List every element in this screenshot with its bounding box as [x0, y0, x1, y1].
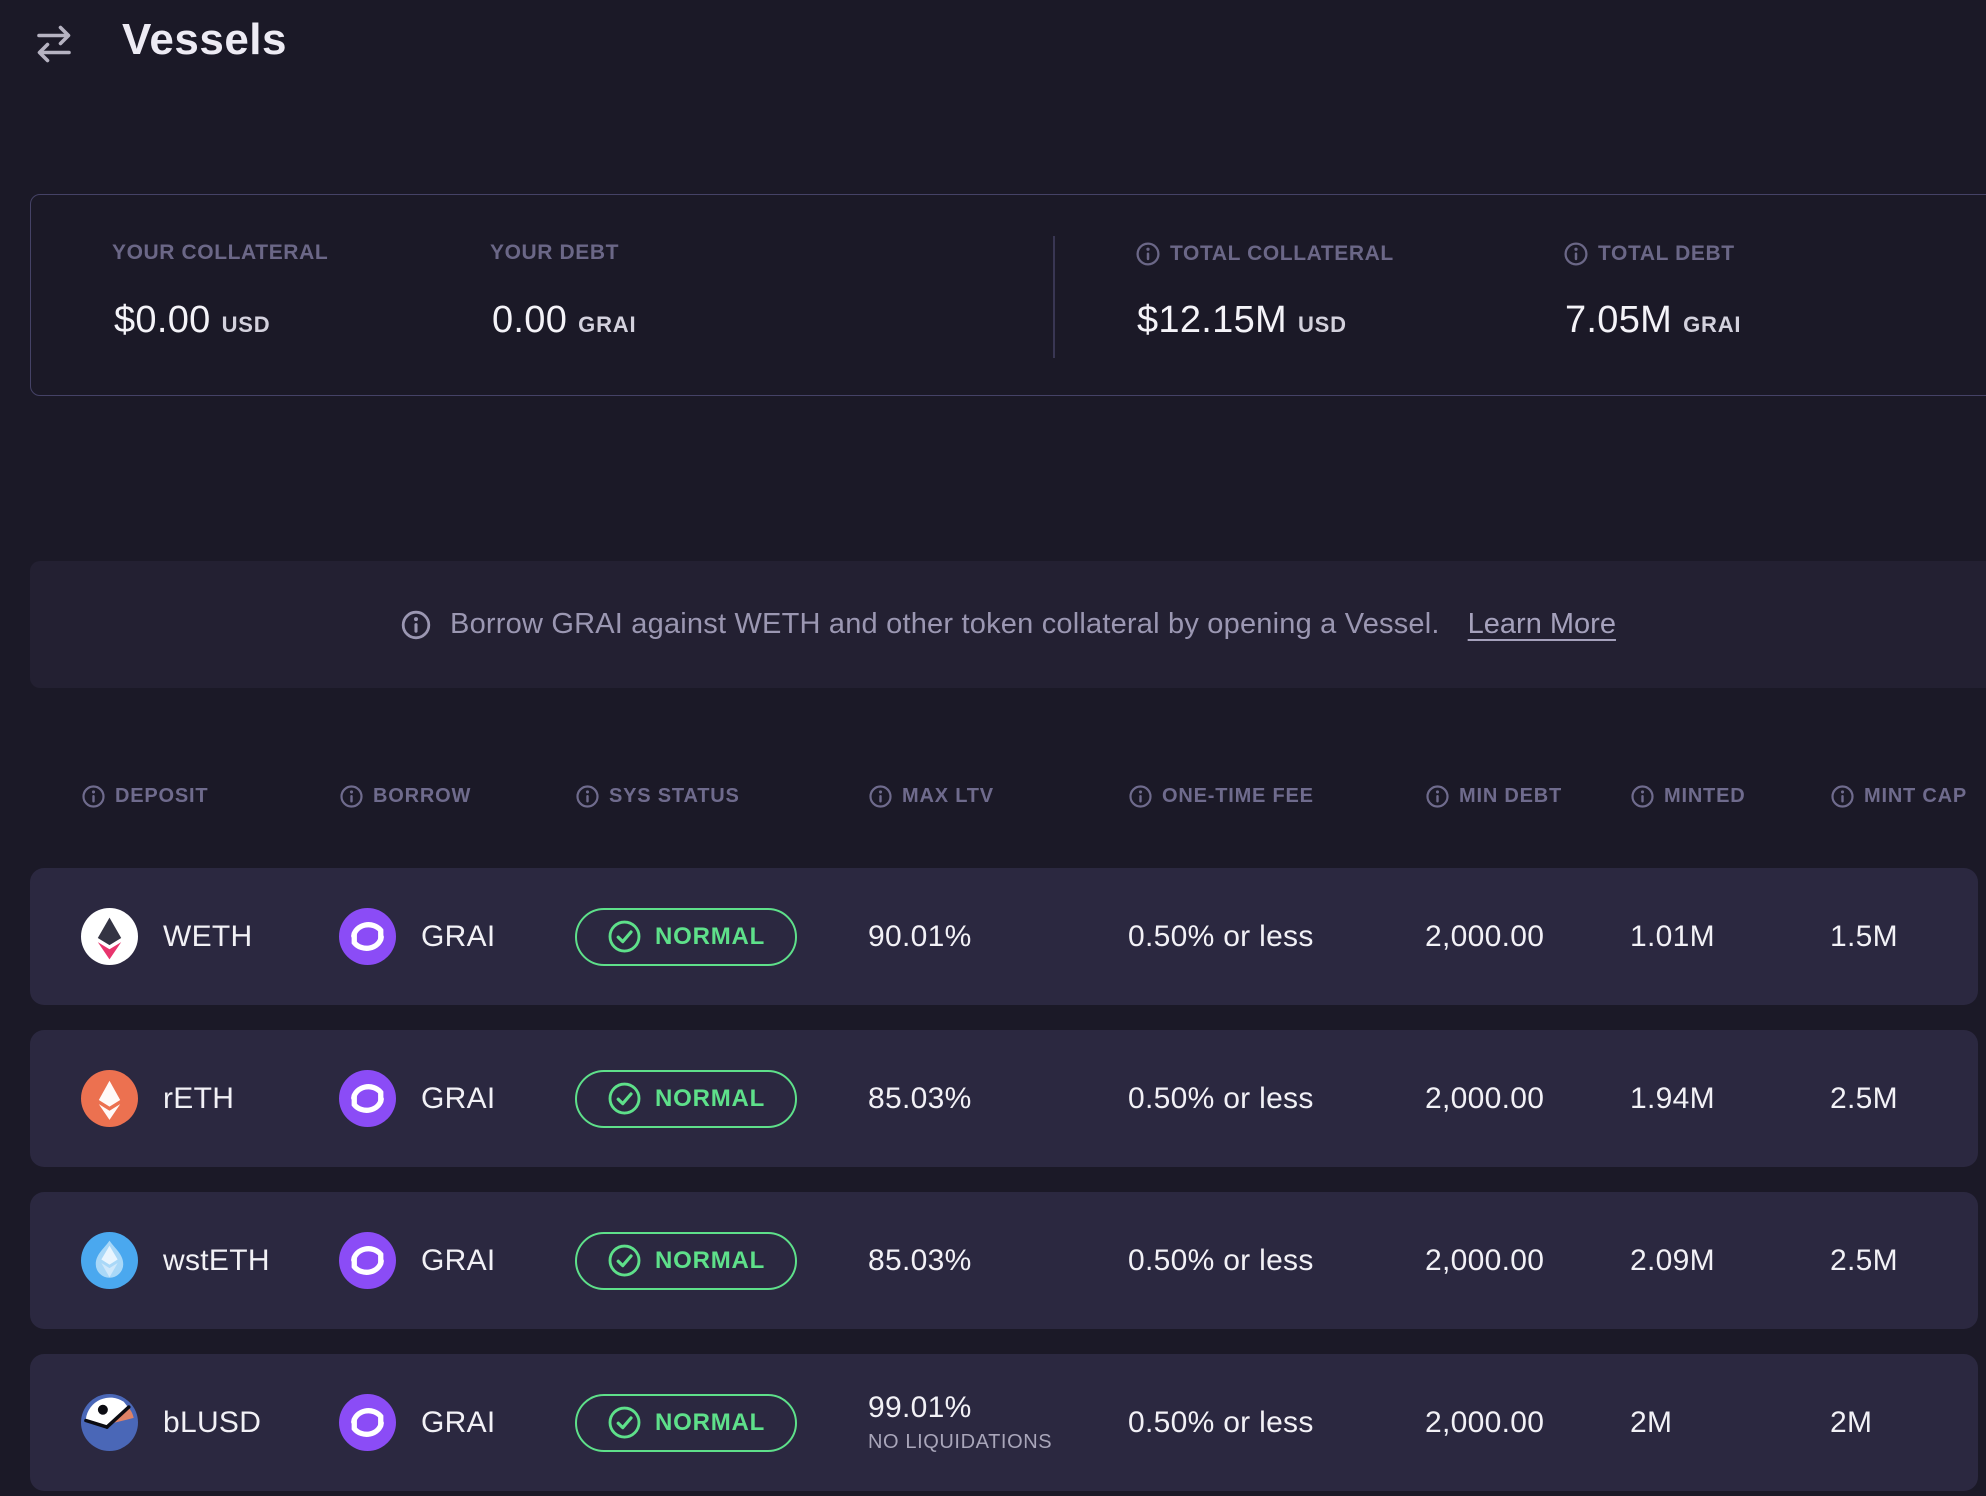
header-mint-cap: MINT CAP [1830, 784, 1967, 809]
blusd-token-icon [81, 1394, 138, 1451]
max-ltv-value: 85.03% [868, 1243, 972, 1277]
vessel-row-reth[interactable]: rETH GRAI NORMAL 85.03% 0.50% or less 2,… [30, 1030, 1978, 1167]
status-text: NORMAL [655, 1246, 766, 1274]
learn-more-link[interactable]: Learn More [1467, 608, 1616, 640]
vessel-row-blusd[interactable]: bLUSD GRAI NORMAL 99.01% NO LIQUIDATIONS… [30, 1354, 1978, 1491]
your-collateral-value: $0.00 [114, 299, 211, 341]
page-title: Vessels [122, 15, 287, 64]
info-banner: Borrow GRAI against WETH and other token… [30, 561, 1986, 688]
grai-token-icon [339, 1232, 396, 1289]
info-icon[interactable] [1830, 784, 1855, 809]
minted-value: 2M [1630, 1405, 1673, 1439]
stat-label: TOTAL COLLATERAL [1170, 242, 1394, 265]
your-collateral-unit: USD [221, 312, 271, 337]
transfer-icon[interactable] [32, 22, 76, 66]
header-deposit: DEPOSIT [81, 784, 208, 809]
your-debt-value: 0.00 [492, 299, 568, 341]
header-borrow: BORROW [339, 784, 471, 809]
minted-value: 1.94M [1630, 1081, 1715, 1115]
one-time-fee-value: 0.50% or less [1128, 1243, 1314, 1277]
check-circle-icon [608, 1082, 641, 1115]
one-time-fee-value: 0.50% or less [1128, 1405, 1314, 1439]
table-header-row: DEPOSIT BORROW SYS STATUS MAX LTV ONE-TI… [0, 784, 1986, 814]
info-icon[interactable] [81, 784, 106, 809]
check-circle-icon [608, 1406, 641, 1439]
max-ltv-value: 99.01% [868, 1391, 972, 1424]
mint-cap-value: 2.5M [1830, 1243, 1898, 1277]
vessel-row-weth[interactable]: WETH GRAI NORMAL 90.01% 0.50% or less 2,… [30, 868, 1978, 1005]
info-icon[interactable] [575, 784, 600, 809]
info-icon[interactable] [1630, 784, 1655, 809]
stat-label: YOUR DEBT [490, 241, 620, 264]
total-collateral-value: $12.15M [1137, 299, 1287, 341]
status-text: NORMAL [655, 922, 766, 950]
stat-label: TOTAL DEBT [1598, 242, 1735, 265]
status-badge: NORMAL [575, 1393, 798, 1452]
header-max-ltv: MAX LTV [868, 784, 994, 809]
info-icon[interactable] [1128, 784, 1153, 809]
header-one-time-fee: ONE-TIME FEE [1128, 784, 1314, 809]
check-circle-icon [608, 920, 641, 953]
max-ltv-value: 85.03% [868, 1081, 972, 1115]
status-badge: NORMAL [575, 1069, 798, 1128]
minted-value: 2.09M [1630, 1243, 1715, 1277]
deposit-token: wstETH [163, 1243, 270, 1277]
minted-value: 1.01M [1630, 919, 1715, 953]
deposit-token: bLUSD [163, 1405, 262, 1439]
reth-token-icon [81, 1070, 138, 1127]
vessel-row-wsteth[interactable]: wstETH GRAI NORMAL 85.03% 0.50% or less … [30, 1192, 1978, 1329]
status-text: NORMAL [655, 1084, 766, 1112]
header-sys-status: SYS STATUS [575, 784, 740, 809]
your-debt-unit: GRAI [578, 312, 637, 337]
max-ltv-value: 90.01% [868, 919, 972, 953]
min-debt-value: 2,000.00 [1425, 1243, 1545, 1277]
status-badge: NORMAL [575, 1231, 798, 1290]
info-icon[interactable] [339, 784, 364, 809]
borrow-token: GRAI [421, 1243, 496, 1277]
grai-token-icon [339, 1070, 396, 1127]
status-badge: NORMAL [575, 907, 798, 966]
check-circle-icon [608, 1244, 641, 1277]
total-debt-unit: GRAI [1683, 312, 1742, 337]
total-collateral-unit: USD [1297, 312, 1347, 337]
status-text: NORMAL [655, 1408, 766, 1436]
stats-card: YOUR COLLATERAL $0.00 USD YOUR DEBT 0.00… [30, 194, 1986, 396]
info-icon[interactable] [1135, 241, 1161, 267]
info-icon[interactable] [868, 784, 893, 809]
borrow-token: GRAI [421, 1081, 496, 1115]
max-ltv-note: NO LIQUIDATIONS [868, 1431, 1053, 1453]
deposit-token: WETH [163, 919, 253, 953]
one-time-fee-value: 0.50% or less [1128, 1081, 1314, 1115]
total-debt-value: 7.05M [1565, 299, 1673, 341]
min-debt-value: 2,000.00 [1425, 1405, 1545, 1439]
header-minted: MINTED [1630, 784, 1745, 809]
grai-token-icon [339, 908, 396, 965]
info-icon[interactable] [1425, 784, 1450, 809]
mint-cap-value: 2.5M [1830, 1081, 1898, 1115]
weth-token-icon [81, 908, 138, 965]
borrow-token: GRAI [421, 1405, 496, 1439]
deposit-token: rETH [163, 1081, 235, 1115]
one-time-fee-value: 0.50% or less [1128, 919, 1314, 953]
header-min-debt: MIN DEBT [1425, 784, 1562, 809]
min-debt-value: 2,000.00 [1425, 1081, 1545, 1115]
banner-text: Borrow GRAI against WETH and other token… [450, 608, 1440, 640]
grai-token-icon [339, 1394, 396, 1451]
mint-cap-value: 2M [1830, 1405, 1873, 1439]
stats-divider [1053, 236, 1055, 358]
stat-label: YOUR COLLATERAL [112, 241, 329, 264]
page-header: Vessels [32, 14, 287, 66]
mint-cap-value: 1.5M [1830, 919, 1898, 953]
min-debt-value: 2,000.00 [1425, 919, 1545, 953]
borrow-token: GRAI [421, 919, 496, 953]
info-icon[interactable] [1563, 241, 1589, 267]
wsteth-token-icon [81, 1232, 138, 1289]
info-icon [401, 610, 431, 639]
